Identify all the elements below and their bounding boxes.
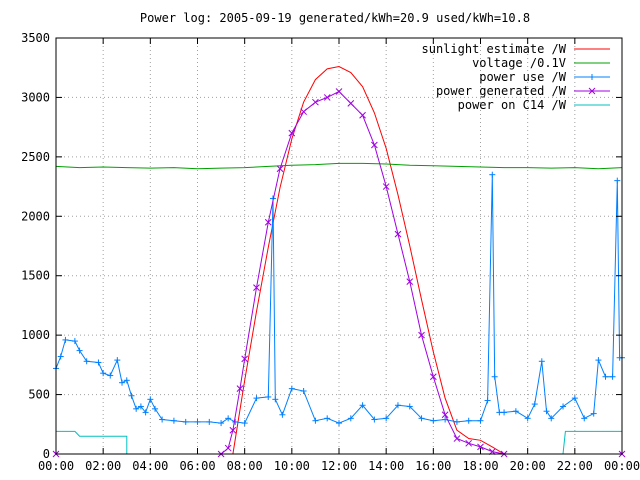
- x-tick-label: 00:00: [604, 459, 640, 473]
- series-line: [232, 65, 505, 455]
- x-tick-label: 04:00: [132, 459, 168, 473]
- grid: [56, 38, 622, 454]
- data-point-x: [465, 439, 473, 447]
- data-point-x: [418, 331, 425, 339]
- data-point-x: [371, 141, 378, 149]
- x-tick-label: 06:00: [179, 459, 215, 473]
- series-line: [55, 162, 623, 170]
- series-layer: [52, 65, 626, 458]
- legend-label: voltage /0.1V: [472, 56, 566, 70]
- data-point-x: [241, 355, 249, 363]
- x-tick-label: 08:00: [227, 459, 263, 473]
- y-tick-label: 1000: [21, 328, 50, 342]
- data-point-x: [406, 278, 414, 286]
- data-point-x: [323, 94, 331, 101]
- series-2: [53, 171, 625, 427]
- data-point-x: [276, 165, 284, 173]
- y-tick-label: 0: [43, 447, 50, 461]
- axes: 0 500 1000 1500 2000 2500 3000 3500 00:00 02:00 04…: [21, 31, 640, 473]
- data-point-x: [236, 385, 244, 392]
- legend-marker: [588, 87, 596, 95]
- y-tick-label: 2000: [21, 209, 50, 223]
- x-tick-label: 16:00: [415, 459, 451, 473]
- data-point-x: [359, 111, 366, 119]
- series-0: [232, 65, 505, 455]
- y-tick-label: 500: [28, 388, 50, 402]
- data-point-x: [300, 108, 307, 116]
- x-tick-label: 22:00: [557, 459, 593, 473]
- chart-title: Power log: 2005-09-19 generated/kWh=20.9…: [140, 11, 530, 25]
- data-point-x: [229, 426, 237, 434]
- legend-entry: power generated /W: [436, 84, 610, 98]
- y-tick-label: 3500: [21, 31, 50, 45]
- data-point-x: [477, 443, 484, 451]
- x-tick-label: 10:00: [274, 459, 310, 473]
- data-point-x: [347, 100, 355, 107]
- series-1: [55, 162, 623, 170]
- x-tick-label: 20:00: [510, 459, 546, 473]
- legend-label: power use /W: [479, 70, 566, 84]
- x-tick-label: 02:00: [85, 459, 121, 473]
- data-point-x: [429, 373, 437, 381]
- y-tick-label: 3000: [21, 90, 50, 104]
- x-tick-label: 14:00: [368, 459, 404, 473]
- data-point-x: [264, 218, 272, 226]
- y-tick-label: 2500: [21, 150, 50, 164]
- x-tick-label: 18:00: [462, 459, 498, 473]
- data-point-x: [441, 411, 449, 419]
- y-tick-label: 1500: [21, 269, 50, 283]
- legend-label: sunlight estimate /W: [422, 42, 567, 56]
- data-point-x: [288, 129, 296, 137]
- legend-entry: power on C14 /W: [458, 98, 610, 112]
- series-line: [56, 90, 622, 455]
- data-point-x: [253, 284, 260, 291]
- data-point-x: [224, 444, 232, 452]
- x-tick-label: 12:00: [321, 459, 357, 473]
- data-point-x: [382, 183, 390, 190]
- x-tick-label: 00:00: [38, 459, 74, 473]
- data-point-x: [335, 88, 343, 95]
- legend-label: power generated /W: [436, 84, 567, 98]
- data-point-x: [453, 435, 461, 442]
- legend-entry: sunlight estimate /W: [422, 42, 610, 56]
- data-point-x: [312, 98, 319, 106]
- legend-entry: voltage /0.1V: [472, 56, 610, 70]
- legend-label: power on C14 /W: [458, 98, 567, 112]
- series-3: [52, 88, 626, 458]
- series-line: [55, 174, 622, 424]
- legend-entry: power use /W: [479, 70, 610, 84]
- data-point-x: [394, 230, 402, 238]
